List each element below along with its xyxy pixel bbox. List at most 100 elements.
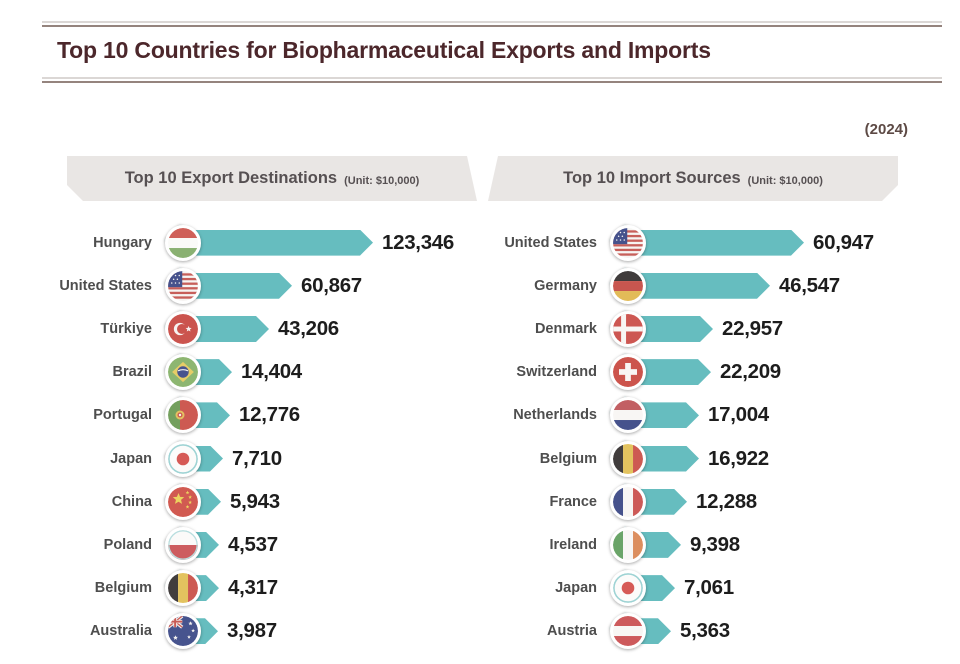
flag-icon-switzerland	[610, 354, 646, 391]
bar-row: France 12,288	[477, 480, 949, 523]
flag-icon-united-states	[165, 267, 201, 304]
bar-row: China 5,943	[40, 480, 512, 523]
value-label: 7,710	[232, 446, 282, 470]
title-divider-light-line	[42, 77, 942, 79]
bar-zone: 4,317	[164, 567, 512, 610]
bar-row: Japan 7,710	[40, 437, 512, 480]
bar-zone: 16,922	[609, 437, 949, 480]
export-chart-unit-label: (Unit: $10,000)	[344, 174, 420, 187]
country-label: Netherlands	[513, 407, 597, 424]
country-label: Switzerland	[516, 364, 597, 381]
bar-zone: 46,547	[609, 264, 949, 307]
flag-icon-japan	[610, 570, 646, 607]
import-chart-unit-label: (Unit: $10,000)	[747, 174, 823, 187]
bar-zone: 9,398	[609, 523, 949, 566]
flag-icon-germany	[610, 267, 646, 304]
country-label: France	[549, 493, 597, 510]
export-chart-title: Top 10 Export Destinations	[124, 169, 338, 187]
flag-icon-portugal	[165, 397, 201, 434]
flag-icon-poland	[165, 526, 201, 563]
bar-row: Austria 5,363	[477, 610, 949, 653]
country-label: Denmark	[534, 320, 597, 337]
value-bar	[628, 230, 804, 256]
bar-zone: 60,867	[164, 264, 512, 307]
export-chart-header: Top 10 Export Destinations (Unit: $10,00…	[67, 156, 477, 201]
bar-zone: 123,346	[164, 221, 512, 264]
flag-icon-turkiye	[165, 310, 201, 347]
value-bar	[183, 273, 292, 299]
top-divider-dark-line	[42, 24, 942, 27]
bar-zone: 5,943	[164, 480, 512, 523]
country-label: United States	[59, 277, 152, 294]
country-label: Belgium	[539, 450, 597, 467]
value-bar	[628, 273, 770, 299]
bar-row: Türkiye 43,206	[40, 307, 512, 350]
bar-zone: 14,404	[164, 351, 512, 394]
bar-zone: 22,209	[609, 351, 949, 394]
flag-icon-hungary	[165, 224, 201, 261]
value-label: 12,776	[239, 403, 300, 427]
country-label: Portugal	[93, 407, 152, 424]
country-label: Poland	[103, 536, 152, 553]
country-label: Belgium	[94, 580, 152, 597]
country-label: Hungary	[93, 234, 152, 251]
bar-row: Switzerland 22,209	[477, 351, 949, 394]
country-label: Austria	[547, 623, 597, 640]
bar-zone: 12,776	[164, 394, 512, 437]
value-label: 43,206	[278, 316, 339, 340]
flag-icon-japan	[165, 440, 201, 477]
flag-icon-united-states	[610, 224, 646, 261]
country-label: Japan	[110, 450, 152, 467]
flag-icon-belgium	[610, 440, 646, 477]
value-label: 12,288	[696, 489, 757, 513]
bar-zone: 7,061	[609, 567, 949, 610]
value-label: 22,957	[722, 316, 783, 340]
export-chart-rows: Hungary 123,346 United States 60,867 Türkiye…	[40, 221, 512, 653]
bar-zone: 4,537	[164, 523, 512, 566]
bar-row: United States 60,867	[40, 264, 512, 307]
bar-zone: 60,947	[609, 221, 949, 264]
flag-icon-australia	[165, 613, 201, 650]
flag-icon-denmark	[610, 310, 646, 347]
value-label: 5,363	[680, 619, 730, 643]
bar-row: Ireland 9,398	[477, 523, 949, 566]
year-note: (2024)	[864, 121, 908, 138]
country-label: Japan	[555, 580, 597, 597]
bar-row: Germany 46,547	[477, 264, 949, 307]
bar-row: Belgium 16,922	[477, 437, 949, 480]
bar-zone: 43,206	[164, 307, 512, 350]
value-label: 46,547	[779, 273, 840, 297]
value-label: 4,317	[228, 576, 278, 600]
bar-row: United States 60,947	[477, 221, 949, 264]
bar-row: Japan 7,061	[477, 567, 949, 610]
flag-icon-france	[610, 483, 646, 520]
bar-row: Australia 3,987	[40, 610, 512, 653]
country-label: Brazil	[112, 364, 153, 381]
country-label: Australia	[89, 623, 152, 640]
title-divider-dark-line	[42, 80, 942, 83]
bar-zone: 12,288	[609, 480, 949, 523]
import-chart-title: Top 10 Import Sources	[563, 169, 741, 187]
flag-icon-austria	[610, 613, 646, 650]
flag-icon-brazil	[165, 354, 201, 391]
flag-icon-netherlands	[610, 397, 646, 434]
bar-row: Portugal 12,776	[40, 394, 512, 437]
bar-zone: 3,987	[164, 610, 512, 653]
value-label: 60,947	[813, 230, 874, 254]
value-label: 4,537	[228, 532, 278, 556]
country-label: Türkiye	[100, 320, 152, 337]
value-label: 5,943	[230, 489, 280, 513]
value-label: 3,987	[227, 619, 277, 643]
import-chart-rows: United States 60,947 Germany 46,547 Denmark 2…	[477, 221, 949, 653]
value-label: 123,346	[382, 230, 455, 254]
bar-row: Belgium 4,317	[40, 567, 512, 610]
value-label: 17,004	[708, 403, 769, 427]
country-label: Ireland	[549, 536, 597, 553]
value-label: 9,398	[690, 532, 740, 556]
flag-icon-china	[165, 483, 201, 520]
value-label: 60,867	[301, 273, 362, 297]
top-divider	[42, 21, 942, 27]
country-label: United States	[504, 234, 597, 251]
flag-icon-ireland	[610, 526, 646, 563]
import-chart-header: Top 10 Import Sources (Unit: $10,000)	[488, 156, 898, 201]
